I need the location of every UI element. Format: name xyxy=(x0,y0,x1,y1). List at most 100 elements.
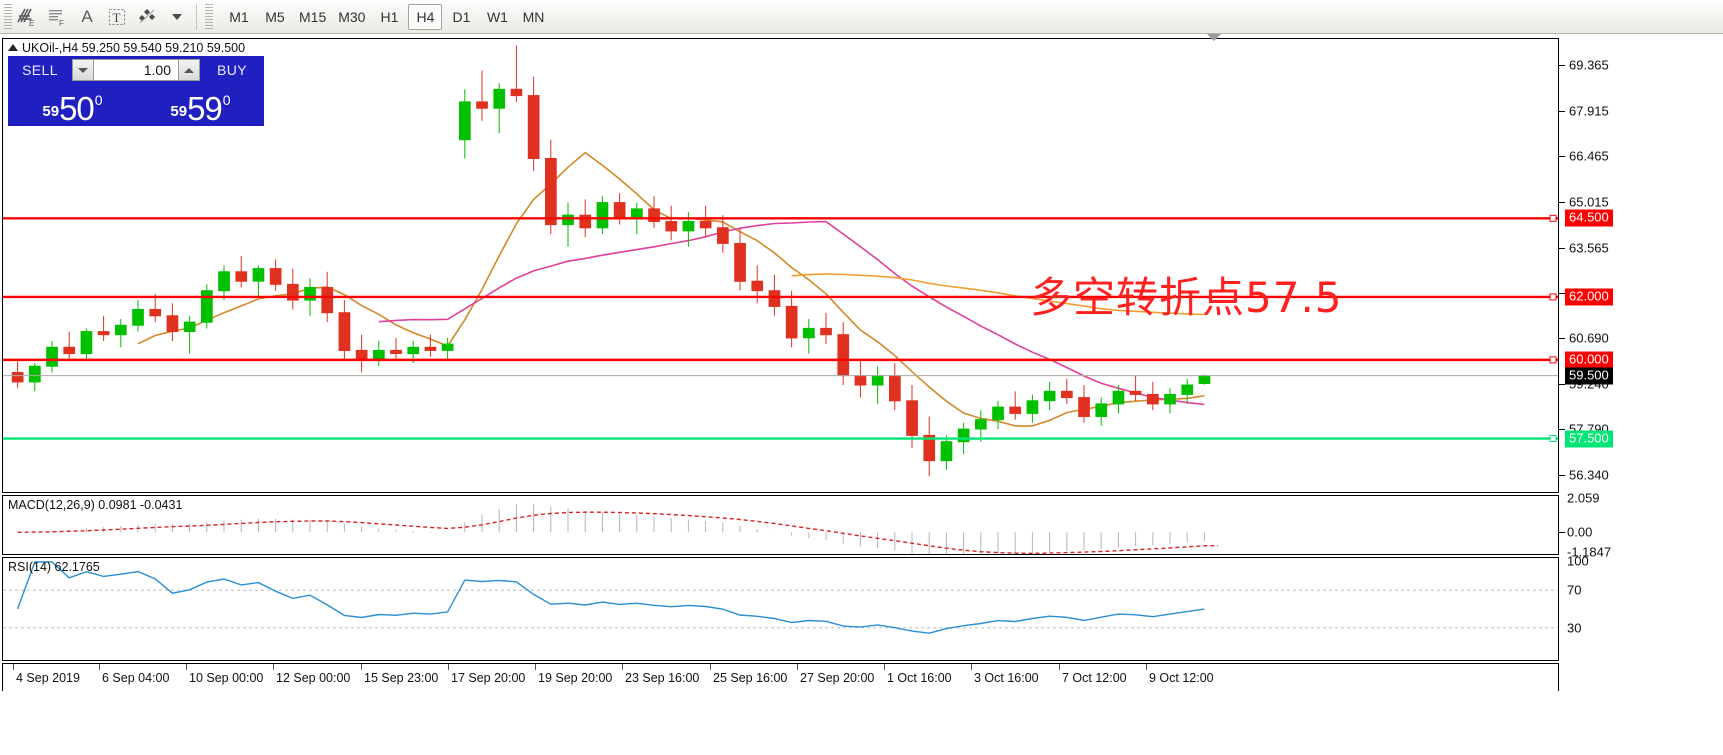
volume-stepper[interactable]: 1.00 xyxy=(72,59,200,81)
toolbar-grip[interactable] xyxy=(4,3,12,30)
candle-body xyxy=(1164,394,1176,405)
date-tick xyxy=(99,664,100,670)
arrow-up-icon xyxy=(184,67,194,73)
macd-pane[interactable]: MACD(12,26,9) 0.0981 -0.0431 xyxy=(2,495,1559,555)
candle-body xyxy=(1147,394,1159,405)
candle-body xyxy=(717,227,729,244)
price-level-badge-59.500[interactable]: 59.500 xyxy=(1565,367,1613,385)
candle-body xyxy=(648,208,660,222)
price-tick xyxy=(1559,475,1565,476)
candle-body xyxy=(940,441,953,462)
price-axis[interactable]: 69.36567.91566.46565.01563.56562.11560.6… xyxy=(1559,38,1721,661)
rsi-pane[interactable]: RSI(14) 62.1765 xyxy=(2,557,1559,661)
candle-body xyxy=(235,271,248,282)
price-tick-label: 56.340 xyxy=(1569,467,1609,483)
chart-shift-icon[interactable]: F xyxy=(42,2,72,32)
date-tick-label: 15 Sep 23:00 xyxy=(364,671,439,685)
candle-body xyxy=(906,400,918,436)
text-label-icon[interactable]: T xyxy=(102,2,132,32)
price-level-badge-64.500[interactable]: 64.500 xyxy=(1565,209,1613,227)
rsi-line xyxy=(16,561,1205,634)
volume-increment-button[interactable] xyxy=(178,59,200,81)
date-tick xyxy=(797,664,798,670)
one-click-trading-panel[interactable]: SELL 1.00 BUY 59 50 0 xyxy=(8,56,264,126)
objects-icon[interactable] xyxy=(132,2,162,32)
level-handle-57.500 xyxy=(1549,435,1557,443)
chart-drag-handle-icon[interactable] xyxy=(1207,34,1221,41)
candle-body xyxy=(682,221,695,232)
candle-body xyxy=(218,271,230,292)
candle-body xyxy=(183,321,196,333)
date-tick-label: 17 Sep 20:00 xyxy=(451,671,526,685)
candle-body xyxy=(287,283,299,301)
candle-body xyxy=(29,365,41,383)
price-level-badge-57.500[interactable]: 57.500 xyxy=(1565,430,1613,448)
timeframe-m30[interactable]: M30 xyxy=(338,8,366,25)
buy-price-display[interactable]: 59 59 0 xyxy=(135,83,263,125)
date-tick-label: 23 Sep 16:00 xyxy=(625,671,700,685)
candle-body xyxy=(63,346,76,355)
price-tick xyxy=(1559,338,1565,340)
rsi-tick-label: 100 xyxy=(1567,553,1589,569)
collapse-triangle-icon[interactable] xyxy=(8,44,18,52)
price-tick xyxy=(1559,110,1565,112)
level-handle-60.000 xyxy=(1549,356,1557,364)
date-tick xyxy=(361,664,362,670)
price-tick-label: 66.465 xyxy=(1569,148,1609,164)
candle-body xyxy=(97,331,110,336)
svg-text:F: F xyxy=(59,19,64,28)
date-tick xyxy=(273,664,274,670)
autoscroll-icon[interactable]: A xyxy=(72,2,102,32)
candle-body xyxy=(373,349,385,361)
buy-button[interactable]: BUY xyxy=(217,62,247,78)
sell-button[interactable]: SELL xyxy=(22,62,58,78)
chart-area: UKOil-,H4 59.250 59.540 59.210 59.500 多空… xyxy=(0,34,1723,755)
date-tick-label: 4 Sep 2019 xyxy=(16,671,80,685)
timeframe-mn[interactable]: MN xyxy=(522,8,545,25)
timeframe-d1[interactable]: D1 xyxy=(452,8,471,25)
timeframe-grip[interactable] xyxy=(205,3,213,30)
candle-body xyxy=(1112,390,1125,405)
objects-dropdown-icon[interactable] xyxy=(162,2,192,32)
timeframe-m15[interactable]: M15 xyxy=(299,8,327,25)
candle-body xyxy=(304,287,316,301)
sell-price-display[interactable]: 59 50 0 xyxy=(9,83,135,125)
candle-body xyxy=(1078,397,1090,418)
candle-body xyxy=(132,309,144,326)
timeframe-m1[interactable]: M1 xyxy=(229,8,249,25)
date-tick xyxy=(622,664,623,670)
timeframe-w1[interactable]: W1 xyxy=(486,8,508,25)
candle-body xyxy=(424,346,437,351)
volume-input[interactable]: 1.00 xyxy=(94,59,178,81)
date-tick xyxy=(971,664,972,670)
trade-panel-prices: 59 50 0 59 59 0 xyxy=(9,83,263,125)
date-tick xyxy=(448,664,449,670)
moving-average-46 xyxy=(791,273,1205,316)
date-tick xyxy=(884,664,885,670)
candle-body xyxy=(1043,390,1056,402)
sell-price-prefix: 59 xyxy=(42,103,60,120)
price-level-badge-60.000[interactable]: 60.000 xyxy=(1565,351,1613,369)
price-tick xyxy=(1559,293,1565,295)
toolbar: E F A T M1 M5 M15 M30 H xyxy=(0,0,1723,34)
candle-body xyxy=(803,327,815,339)
timeframe-m5[interactable]: M5 xyxy=(265,8,285,25)
indicators-icon[interactable]: E xyxy=(12,2,42,32)
timeframe-h4[interactable]: H4 xyxy=(408,3,443,30)
volume-decrement-button[interactable] xyxy=(72,59,94,81)
sell-price-main: 50 xyxy=(59,89,95,127)
date-tick-label: 19 Sep 20:00 xyxy=(538,671,613,685)
candle-body xyxy=(527,95,540,159)
candle-body xyxy=(871,375,884,386)
candle-body xyxy=(854,375,867,386)
candle-body xyxy=(1009,406,1022,414)
candle-body xyxy=(510,88,523,97)
date-axis[interactable]: 4 Sep 2019 6 Sep 04:00 10 Sep 00:00 12 Sep … xyxy=(2,663,1559,691)
price-level-badge-62.000[interactable]: 62.000 xyxy=(1565,288,1613,306)
macd-tick xyxy=(1559,532,1565,534)
candle-body xyxy=(751,280,764,292)
date-tick-label: 12 Sep 00:00 xyxy=(276,671,351,685)
candle-body xyxy=(321,287,334,314)
rsi-tick-label: 70 xyxy=(1567,582,1582,598)
timeframe-h1[interactable]: H1 xyxy=(380,8,399,25)
